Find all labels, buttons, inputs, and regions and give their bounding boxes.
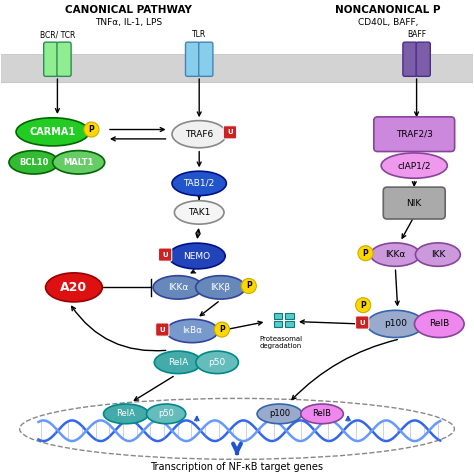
Ellipse shape bbox=[371, 243, 420, 266]
Ellipse shape bbox=[168, 243, 225, 269]
Text: IKKα: IKKα bbox=[385, 250, 406, 259]
Text: IκBα: IκBα bbox=[182, 327, 202, 336]
Text: BAFF: BAFF bbox=[407, 30, 426, 39]
Ellipse shape bbox=[196, 276, 245, 299]
Text: TNFα, IL-1, LPS: TNFα, IL-1, LPS bbox=[95, 18, 162, 27]
Text: CD40L, BAFF,: CD40L, BAFF, bbox=[358, 18, 419, 27]
Text: P: P bbox=[246, 282, 252, 291]
Bar bbox=[285, 320, 294, 327]
Bar bbox=[274, 313, 283, 319]
Ellipse shape bbox=[301, 404, 343, 424]
Text: U: U bbox=[160, 327, 165, 333]
Text: p100: p100 bbox=[384, 319, 407, 328]
FancyBboxPatch shape bbox=[44, 42, 58, 76]
Ellipse shape bbox=[172, 120, 227, 148]
Ellipse shape bbox=[103, 404, 148, 424]
Text: RelA: RelA bbox=[168, 358, 188, 367]
FancyBboxPatch shape bbox=[185, 42, 200, 76]
FancyBboxPatch shape bbox=[57, 42, 71, 76]
FancyBboxPatch shape bbox=[0, 55, 474, 82]
Ellipse shape bbox=[53, 151, 105, 174]
Text: U: U bbox=[163, 252, 168, 257]
FancyBboxPatch shape bbox=[374, 117, 455, 152]
Text: A20: A20 bbox=[60, 281, 88, 294]
Ellipse shape bbox=[174, 201, 224, 224]
Ellipse shape bbox=[196, 351, 238, 374]
Text: BCL10: BCL10 bbox=[19, 158, 48, 167]
Text: IKKβ: IKKβ bbox=[210, 283, 230, 292]
Text: RelB: RelB bbox=[312, 410, 332, 419]
Ellipse shape bbox=[9, 151, 59, 174]
Ellipse shape bbox=[381, 153, 447, 178]
Text: P: P bbox=[89, 125, 94, 134]
Text: p50: p50 bbox=[209, 358, 226, 367]
Text: TRAF2/3: TRAF2/3 bbox=[396, 130, 433, 139]
Ellipse shape bbox=[16, 118, 89, 146]
Text: BCR/ TCR: BCR/ TCR bbox=[40, 30, 75, 39]
Circle shape bbox=[214, 322, 229, 337]
Text: TLR: TLR bbox=[192, 30, 206, 39]
Bar bbox=[274, 320, 283, 327]
Text: MALT1: MALT1 bbox=[64, 158, 94, 167]
Text: U: U bbox=[359, 319, 365, 326]
Text: IKK: IKK bbox=[431, 250, 445, 259]
Circle shape bbox=[241, 279, 256, 293]
FancyBboxPatch shape bbox=[223, 126, 237, 139]
Ellipse shape bbox=[153, 276, 203, 299]
Text: TAK1: TAK1 bbox=[188, 208, 210, 217]
Text: IKKα: IKKα bbox=[168, 283, 188, 292]
FancyBboxPatch shape bbox=[158, 248, 172, 261]
Ellipse shape bbox=[415, 243, 460, 266]
Text: Proteasomal
degradation: Proteasomal degradation bbox=[259, 336, 302, 349]
Text: RelA: RelA bbox=[117, 410, 136, 419]
Text: P: P bbox=[219, 325, 225, 334]
Circle shape bbox=[356, 298, 371, 313]
Ellipse shape bbox=[146, 404, 186, 424]
FancyBboxPatch shape bbox=[356, 316, 369, 329]
Bar bbox=[285, 313, 294, 319]
Ellipse shape bbox=[46, 273, 102, 302]
Ellipse shape bbox=[155, 351, 201, 374]
FancyBboxPatch shape bbox=[156, 323, 169, 336]
Text: NIK: NIK bbox=[407, 199, 422, 208]
Text: TAB1/2: TAB1/2 bbox=[183, 179, 215, 188]
Text: TRAF6: TRAF6 bbox=[185, 130, 213, 139]
Text: RelB: RelB bbox=[429, 319, 449, 328]
FancyBboxPatch shape bbox=[199, 42, 213, 76]
Text: Transcription of NF-κB target genes: Transcription of NF-κB target genes bbox=[151, 462, 323, 472]
FancyBboxPatch shape bbox=[383, 187, 445, 219]
Ellipse shape bbox=[367, 310, 424, 337]
Text: NEMO: NEMO bbox=[183, 252, 210, 261]
Text: CANONICAL PATHWAY: CANONICAL PATHWAY bbox=[65, 5, 192, 15]
Ellipse shape bbox=[166, 319, 218, 343]
Ellipse shape bbox=[414, 310, 464, 337]
Text: CARMA1: CARMA1 bbox=[29, 127, 76, 137]
Text: P: P bbox=[363, 249, 368, 258]
Text: p100: p100 bbox=[269, 410, 290, 419]
Text: cIAP1/2: cIAP1/2 bbox=[398, 161, 431, 170]
FancyBboxPatch shape bbox=[416, 42, 430, 76]
Text: U: U bbox=[227, 129, 233, 136]
Circle shape bbox=[84, 122, 99, 137]
Circle shape bbox=[358, 246, 373, 261]
FancyBboxPatch shape bbox=[403, 42, 417, 76]
Text: P: P bbox=[360, 301, 366, 310]
Text: p50: p50 bbox=[158, 410, 174, 419]
Ellipse shape bbox=[172, 171, 227, 196]
Ellipse shape bbox=[257, 404, 302, 424]
Text: NONCANONICAL P: NONCANONICAL P bbox=[336, 5, 441, 15]
